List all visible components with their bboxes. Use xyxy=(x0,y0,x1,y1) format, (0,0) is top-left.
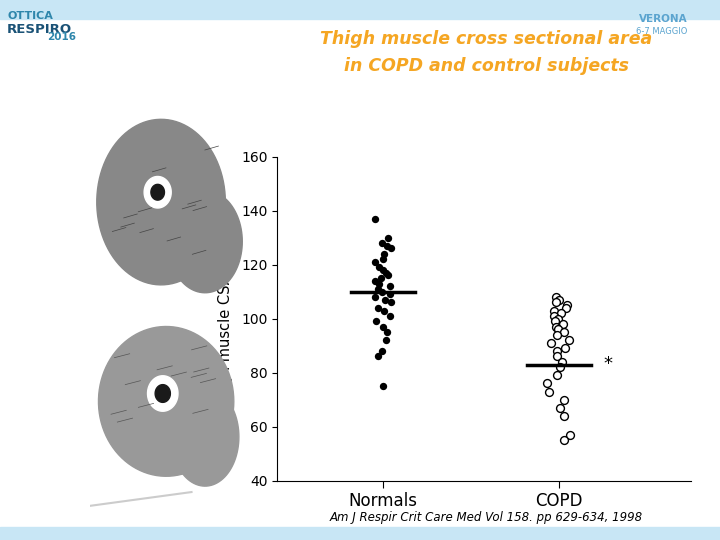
Point xyxy=(382,328,393,336)
Point xyxy=(386,244,397,253)
Point xyxy=(372,285,384,293)
Polygon shape xyxy=(171,388,239,486)
Point xyxy=(372,352,384,361)
Text: OTTICA: OTTICA xyxy=(7,11,53,21)
Point xyxy=(369,276,381,285)
Point xyxy=(559,395,570,404)
Point xyxy=(377,347,388,355)
Point xyxy=(372,303,384,312)
Point xyxy=(552,371,563,380)
Point xyxy=(557,357,568,366)
Text: 6-7 MAGGIO: 6-7 MAGGIO xyxy=(636,27,688,36)
Point xyxy=(384,282,396,291)
Point xyxy=(549,317,561,326)
Point xyxy=(549,306,560,315)
Point xyxy=(564,430,576,439)
Polygon shape xyxy=(151,184,164,200)
Point xyxy=(382,233,394,242)
Point xyxy=(544,387,555,396)
Polygon shape xyxy=(99,327,234,476)
Polygon shape xyxy=(148,376,178,411)
Point xyxy=(377,287,388,296)
Text: Thigh muscle cross sectional area: Thigh muscle cross sectional area xyxy=(320,30,652,48)
Point xyxy=(381,241,392,250)
Point xyxy=(384,290,396,299)
Point xyxy=(375,274,387,282)
Point xyxy=(377,382,389,390)
Point xyxy=(557,320,569,328)
Text: R: R xyxy=(99,287,108,300)
Text: *: * xyxy=(603,355,612,374)
Point xyxy=(552,314,564,323)
Point xyxy=(562,301,573,309)
Point xyxy=(563,336,575,345)
Point xyxy=(369,214,381,223)
Point xyxy=(377,322,389,331)
Text: in COPD and control subjects: in COPD and control subjects xyxy=(343,57,629,75)
Point xyxy=(550,322,562,331)
Text: Am J Respir Crit Care Med Vol 158. pp 629-634, 1998: Am J Respir Crit Care Med Vol 158. pp 62… xyxy=(330,511,642,524)
Point xyxy=(546,339,557,347)
Point xyxy=(552,347,563,355)
Point xyxy=(374,279,385,288)
Point xyxy=(380,336,392,345)
Point xyxy=(541,379,552,388)
Point xyxy=(548,312,559,320)
Point xyxy=(552,325,564,334)
Point xyxy=(558,411,570,420)
Point xyxy=(379,295,390,304)
Point xyxy=(378,306,390,315)
Polygon shape xyxy=(155,384,171,402)
Text: VERONA: VERONA xyxy=(639,14,688,24)
Polygon shape xyxy=(144,177,171,208)
Text: RESPIRO: RESPIRO xyxy=(7,23,72,36)
Polygon shape xyxy=(168,190,242,293)
Point xyxy=(553,295,564,304)
Point xyxy=(378,249,390,258)
Point xyxy=(559,328,570,336)
Point xyxy=(558,436,570,444)
Point xyxy=(373,263,384,272)
Point xyxy=(554,403,565,412)
Text: 2016: 2016 xyxy=(47,32,76,43)
Point xyxy=(382,271,394,280)
Point xyxy=(384,312,396,320)
Point xyxy=(385,298,397,307)
Point xyxy=(380,268,392,277)
Point xyxy=(552,352,563,361)
Point xyxy=(371,317,382,326)
Point xyxy=(552,330,563,339)
Point xyxy=(554,363,565,372)
Point xyxy=(555,309,567,318)
Point xyxy=(377,255,389,264)
Point xyxy=(550,293,562,301)
Point xyxy=(369,293,380,301)
Point xyxy=(376,239,387,247)
Y-axis label: Thigh muscle CSA (cm²): Thigh muscle CSA (cm²) xyxy=(217,230,233,407)
Polygon shape xyxy=(96,119,225,285)
Point xyxy=(559,344,571,353)
Point xyxy=(377,266,389,274)
Point xyxy=(369,258,381,266)
Text: R: R xyxy=(99,492,108,505)
Point xyxy=(550,298,562,307)
Point xyxy=(560,303,572,312)
